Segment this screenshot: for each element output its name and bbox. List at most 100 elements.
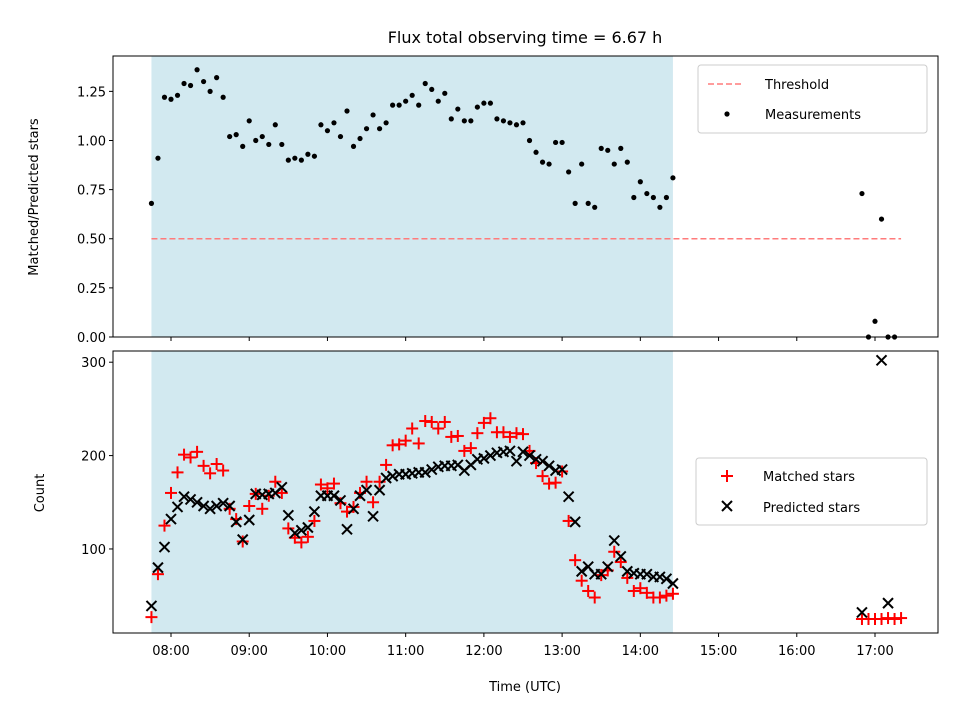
predicted-star-point	[660, 573, 673, 585]
x-tick-label: 08:00	[152, 644, 189, 659]
predicted-star-point	[178, 490, 190, 503]
predicted-star-point	[373, 484, 386, 496]
matched-star-point	[432, 422, 445, 435]
predicted-star-point	[223, 500, 236, 512]
top-y-tick-label: 0.25	[77, 282, 106, 297]
predicted-star-point	[328, 490, 340, 502]
measurement-point	[533, 149, 539, 155]
matched-star-point	[236, 535, 249, 548]
measurement-point	[214, 75, 220, 81]
matched-star-point	[627, 584, 640, 597]
measurement-point	[435, 98, 441, 104]
measurement-point	[168, 96, 174, 102]
top-observing-window	[151, 56, 673, 337]
predicted-star-point	[158, 541, 171, 553]
predicted-star-point	[360, 484, 373, 496]
measurement-point	[155, 155, 161, 161]
matched-star-point	[608, 545, 621, 558]
measurement-point	[579, 161, 585, 167]
predicted-star-point	[197, 500, 210, 512]
measurement-point	[422, 80, 428, 87]
matched-star-point	[171, 466, 184, 479]
legend-matched-swatch	[721, 470, 733, 482]
matched-star-point	[367, 496, 380, 509]
measurement-point	[200, 78, 207, 85]
measurement-point	[390, 102, 396, 108]
measurement-point	[624, 159, 630, 165]
x-tick-label: 15:00	[700, 644, 737, 659]
matched-star-point	[569, 554, 582, 567]
measurement-point	[552, 139, 559, 146]
measurement-point	[448, 116, 454, 122]
predicted-star-point	[667, 577, 679, 590]
matched-star-point	[471, 427, 484, 440]
matched-star-point	[503, 430, 516, 443]
matched-star-point	[308, 514, 321, 527]
predicted-star-point	[562, 490, 575, 503]
predicted-star-point	[882, 597, 894, 609]
matched-star-point	[380, 458, 393, 471]
top-y-tick-label: 0.00	[77, 331, 106, 346]
predicted-star-point	[230, 516, 242, 528]
matched-star-point	[412, 437, 425, 450]
measurement-point	[670, 175, 676, 181]
predicted-star-point	[145, 600, 158, 612]
x-tick-label: 14:00	[622, 644, 659, 659]
matched-star-point	[145, 611, 158, 624]
matched-star-point	[399, 434, 412, 447]
matched-star-point	[393, 438, 406, 451]
predicted-star-point	[341, 523, 353, 536]
measurement-point	[592, 204, 598, 210]
measurement-point	[266, 141, 272, 148]
measurement-point	[539, 159, 546, 165]
matched-star-point	[256, 502, 269, 515]
predicted-star-point	[217, 497, 229, 509]
legend-predicted-label: Predicted stars	[763, 501, 860, 516]
matched-star-point	[321, 482, 334, 495]
measurement-point	[663, 194, 670, 201]
top-y-tick-label: 1.25	[77, 85, 106, 100]
matched-star-point	[178, 448, 191, 461]
x-tick-label: 09:00	[230, 644, 267, 659]
predicted-star-point	[608, 534, 620, 547]
measurement-point	[878, 216, 885, 222]
measurement-point	[246, 118, 252, 124]
measurement-point	[468, 118, 474, 124]
measurement-point	[416, 102, 422, 108]
measurement-point	[598, 145, 604, 151]
measurement-point	[383, 120, 389, 126]
measurement-point	[279, 141, 285, 148]
matched-star-point	[536, 470, 549, 483]
matched-star-point	[464, 442, 477, 455]
top-y-tick-label: 0.75	[77, 184, 106, 199]
measurement-point	[396, 102, 402, 108]
measurement-point	[644, 190, 650, 197]
measurement-point	[409, 92, 415, 98]
measurement-point	[240, 143, 246, 149]
top-panel: 0.00 0.25 0.50 0.75 1.00 1.25 Matched/Predict…	[27, 55, 939, 346]
matched-star-point	[634, 582, 647, 595]
measurement-point	[331, 120, 337, 126]
measurement-point	[227, 133, 233, 140]
matched-star-point	[295, 536, 308, 549]
predicted-star-point	[602, 560, 614, 573]
chart-title: Flux total observing time = 6.67 h	[388, 28, 663, 47]
measurement-point	[566, 169, 572, 175]
bottom-y-tick-label: 200	[81, 450, 106, 465]
matched-star-point	[191, 445, 204, 458]
measurement-point	[631, 194, 637, 201]
top-y-tick-label: 0.50	[77, 233, 106, 248]
matched-star-point	[425, 415, 438, 428]
matched-star-point	[165, 486, 177, 499]
bottom-y-tick-label: 100	[81, 543, 106, 558]
predicted-star-point	[152, 561, 164, 574]
measurement-point	[376, 126, 383, 132]
predicted-star-point	[419, 466, 431, 479]
measurement-point	[161, 94, 168, 100]
x-tick-label: 16:00	[778, 644, 815, 659]
measurement-point	[611, 161, 617, 167]
measurement-point	[187, 82, 194, 89]
matched-star-point	[210, 457, 223, 470]
measurement-point	[455, 106, 461, 112]
predicted-star-point	[171, 501, 184, 513]
